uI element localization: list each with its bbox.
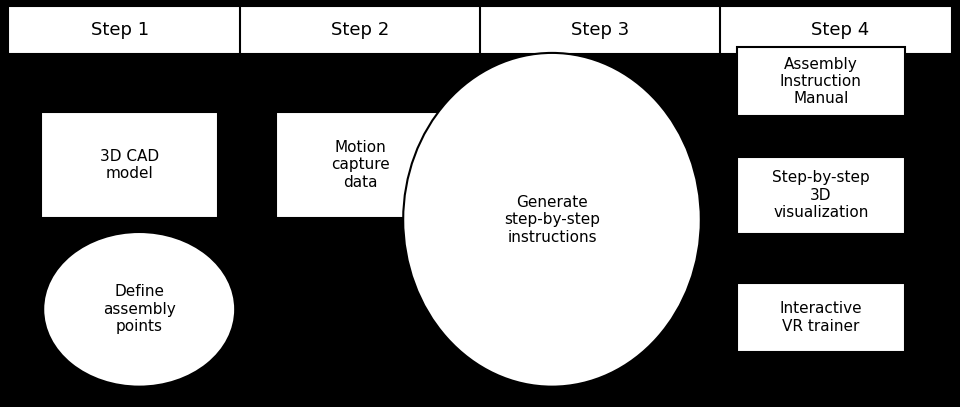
Text: 3D CAD
model: 3D CAD model [100, 149, 159, 181]
Text: Step 3: Step 3 [571, 21, 629, 39]
Text: Interactive
VR trainer: Interactive VR trainer [780, 301, 862, 334]
Ellipse shape [43, 232, 235, 387]
Text: Motion
capture
data: Motion capture data [330, 140, 390, 190]
FancyBboxPatch shape [41, 112, 219, 218]
FancyBboxPatch shape [8, 6, 952, 54]
FancyBboxPatch shape [737, 47, 904, 116]
Text: Step-by-step
3D
visualization: Step-by-step 3D visualization [772, 171, 870, 220]
Text: Step 1: Step 1 [91, 21, 149, 39]
Text: Step 4: Step 4 [811, 21, 869, 39]
FancyBboxPatch shape [737, 157, 904, 234]
Text: Assembly
Instruction
Manual: Assembly Instruction Manual [780, 57, 862, 106]
FancyBboxPatch shape [276, 112, 444, 218]
Text: Step 2: Step 2 [331, 21, 389, 39]
Text: Generate
step-by-step
instructions: Generate step-by-step instructions [504, 195, 600, 245]
FancyBboxPatch shape [737, 283, 904, 352]
Text: Define
assembly
points: Define assembly points [103, 284, 176, 334]
Ellipse shape [403, 53, 701, 387]
